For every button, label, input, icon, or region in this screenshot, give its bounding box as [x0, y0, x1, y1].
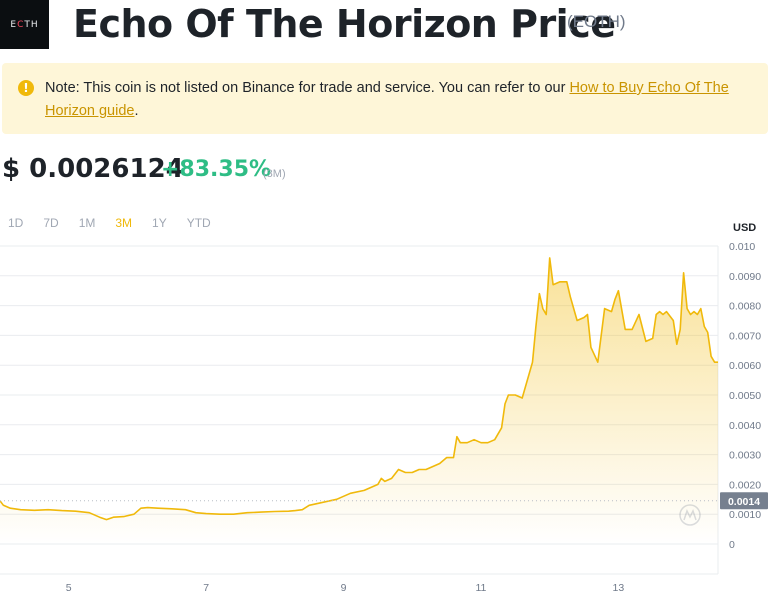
price-line [0, 257, 718, 521]
x-tick-label: 13 [613, 582, 625, 594]
coin-ticker: (EOTH) [567, 12, 626, 31]
price-area [0, 257, 718, 544]
logo-text: ECTH [10, 19, 39, 30]
range-1d[interactable]: 1D [8, 216, 24, 230]
y-axis: 0.010 0.0090 0.0080 0.0070 0.0060 0.0050 0.004… [729, 241, 761, 551]
y-tick-label: 0.0040 [729, 420, 761, 432]
y-tick-label: 0.0030 [729, 450, 761, 462]
range-ytd[interactable]: YTD [186, 216, 211, 230]
x-tick-label: 5 [66, 582, 72, 594]
y-tick-label: 0.0060 [729, 360, 761, 372]
currency-label: USD [733, 222, 756, 234]
exclamation-icon: ! [18, 80, 34, 96]
change-period: (3M) [263, 168, 286, 180]
x-tick-label: 11 [476, 582, 487, 594]
range-1m[interactable]: 1M [78, 216, 96, 230]
notice-banner: ! Note: This coin is not listed on Binan… [2, 63, 768, 134]
y-tick-label: 0.0010 [729, 509, 761, 521]
notice-suffix: . [134, 103, 139, 119]
x-tick-label: 9 [341, 582, 347, 594]
how-to-buy-link[interactable]: How to Buy Echo Of The Horizon guide [45, 80, 729, 119]
x-tick-label: 7 [203, 582, 209, 594]
svg-text:0.0014: 0.0014 [728, 496, 760, 508]
coin-logo: ECTH [0, 0, 49, 49]
range-1y[interactable]: 1Y [152, 216, 167, 230]
notice-message: Note: This coin is not listed on Binance… [45, 80, 570, 96]
x-axis: 5 7 9 11 13 [66, 582, 625, 594]
range-selector: 1D 7D 1M 3M 1Y YTD [8, 216, 231, 230]
y-tick-label: 0 [729, 539, 735, 551]
current-value-tag: 0.0014 [720, 492, 768, 510]
y-tick-label: 0.0080 [729, 301, 761, 313]
page-title: Echo Of The Horizon Price [73, 2, 616, 46]
y-tick-label: 0.0020 [729, 479, 761, 491]
notice-text: Note: This coin is not listed on Binance… [45, 77, 761, 123]
y-tick-label: 0.0070 [729, 330, 761, 342]
current-price: $ 0.0026124 [2, 154, 184, 184]
price-change: +83.35% [161, 157, 272, 182]
range-7d[interactable]: 7D [43, 216, 59, 230]
watermark-logo-icon [679, 504, 701, 526]
y-tick-label: 0.0090 [729, 271, 761, 283]
y-tick-label: 0.0050 [729, 390, 761, 402]
price-chart[interactable]: 0.010 0.0090 0.0080 0.0070 0.0060 0.0050 0.004… [0, 210, 783, 599]
range-3m[interactable]: 3M [115, 216, 133, 230]
y-tick-label: 0.010 [729, 241, 755, 253]
